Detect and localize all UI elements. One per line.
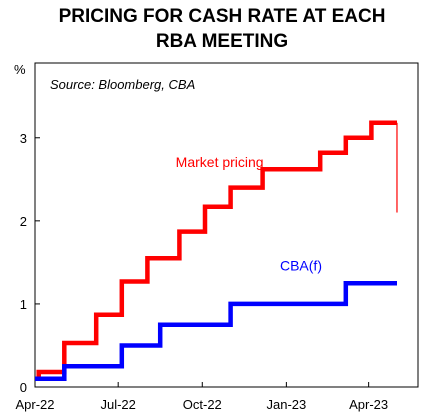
chart-title-line1: PRICING FOR CASH RATE AT EACH	[58, 6, 386, 27]
series-lines	[35, 120, 398, 381]
x-axis: Apr-22 Jul-22 Oct-22 Jan-23 Apr-23	[15, 382, 388, 412]
market-pricing-label: Market pricing	[176, 154, 264, 170]
x-tick-label: Jan-23	[266, 397, 306, 412]
x-tick-label: Jul-22	[100, 397, 135, 412]
market-pricing-line	[35, 120, 397, 381]
cba-forecast-line	[35, 280, 397, 381]
cba-forecast-label: CBA(f)	[280, 258, 322, 274]
x-tick-label: Apr-22	[15, 397, 54, 412]
y-tick-label: 3	[20, 131, 27, 146]
plot-frame	[34, 62, 419, 388]
x-tick-label: Oct-22	[183, 397, 222, 412]
y-axis-unit-label: %	[14, 62, 26, 77]
x-tick-label: Apr-23	[349, 397, 388, 412]
y-tick-label: 1	[20, 297, 27, 312]
source-note: Source: Bloomberg, CBA	[50, 77, 195, 92]
chart-title-line2: RBA MEETING	[155, 31, 289, 52]
series-annotations: Market pricing CBA(f)	[176, 154, 322, 274]
y-axis: 0 1 2 3	[20, 131, 40, 395]
chart-title: PRICING FOR CASH RATE AT EACH RBA MEETIN…	[0, 4, 444, 54]
y-tick-label: 0	[20, 380, 27, 395]
y-tick-label: 2	[20, 214, 27, 229]
